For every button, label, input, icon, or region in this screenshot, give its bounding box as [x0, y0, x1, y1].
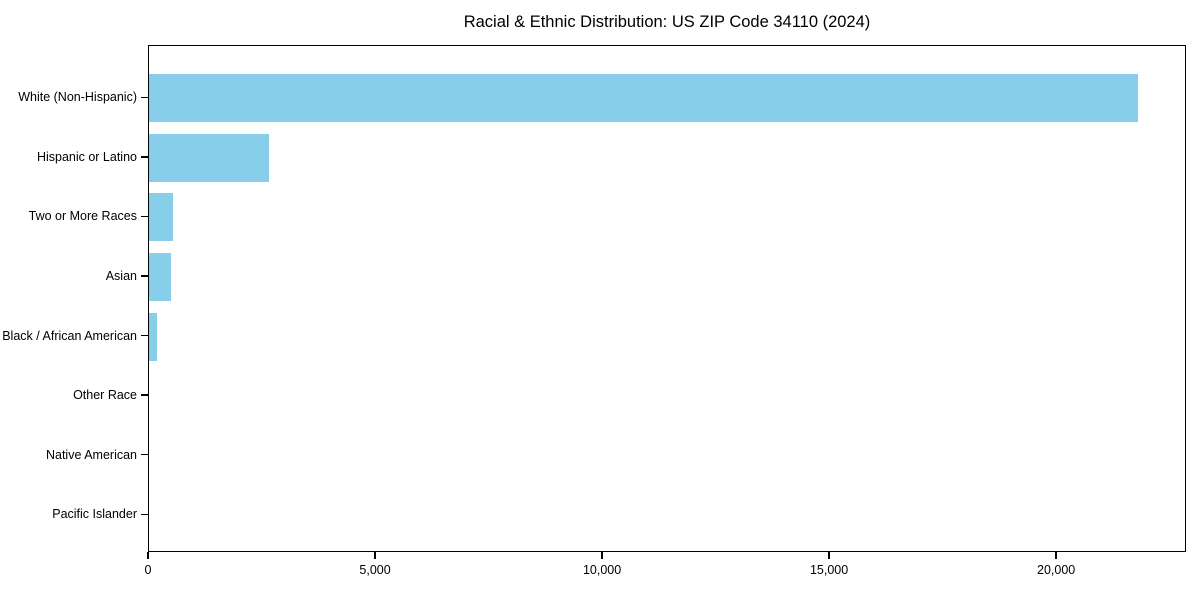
y-tick-label-asian: Asian	[105, 269, 137, 284]
y-tick-mark	[141, 156, 148, 158]
y-tick-label-two-or-more-races: Two or More Races	[28, 209, 137, 224]
x-tick-mark	[374, 552, 376, 559]
y-tick-mark	[141, 96, 148, 99]
y-tick-label-white-non-hispanic: White (Non-Hispanic)	[18, 90, 137, 105]
y-tick-label-black-african-american: Black / African American	[2, 328, 137, 343]
bar-hispanic-or-latino	[149, 133, 269, 182]
bar-white-non-hispanic	[149, 74, 1138, 123]
bar-two-or-more-races	[149, 193, 174, 242]
y-tick-label-pacific-islander: Pacific Islander	[52, 507, 137, 522]
bar-asian	[149, 253, 171, 302]
y-tick-mark	[141, 394, 148, 396]
y-tick-mark	[141, 454, 148, 456]
x-tick-label-0: 0	[144, 563, 152, 577]
x-tick-label-10000: 10,000	[582, 563, 622, 577]
plot-area	[148, 45, 1186, 552]
x-tick-mark	[601, 552, 603, 559]
y-tick-mark	[141, 334, 148, 337]
x-tick-label-15000: 15,000	[809, 563, 849, 577]
x-tick-label-5000: 5,000	[359, 563, 391, 577]
y-tick-label-other-race: Other Race	[73, 388, 137, 403]
x-tick-mark	[147, 552, 149, 559]
x-tick-mark	[1055, 552, 1057, 559]
x-tick-mark	[828, 552, 830, 559]
bar-black-african-american	[149, 312, 158, 361]
y-tick-mark	[141, 275, 148, 277]
y-tick-mark	[141, 513, 148, 515]
y-tick-label-hispanic-or-latino: Hispanic or Latino	[36, 149, 137, 164]
y-tick-mark	[141, 215, 148, 218]
y-tick-label-native-american: Native American	[45, 447, 137, 462]
x-tick-label-20000: 20,000	[1037, 563, 1076, 577]
chart-title: Racial & Ethnic Distribution: US ZIP Cod…	[463, 13, 871, 31]
